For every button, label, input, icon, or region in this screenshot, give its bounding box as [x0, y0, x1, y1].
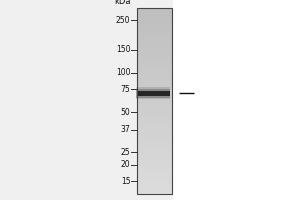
Bar: [136, 120, 172, 123]
Text: 25: 25: [121, 148, 130, 157]
Bar: [136, 92, 172, 95]
Text: kDa: kDa: [114, 0, 130, 6]
Bar: [136, 107, 172, 110]
Bar: [136, 138, 172, 141]
Bar: [136, 148, 172, 151]
Text: 150: 150: [116, 45, 130, 54]
Bar: [136, 175, 172, 179]
Bar: [136, 23, 172, 27]
Bar: [136, 79, 172, 82]
Text: 250: 250: [116, 16, 130, 25]
Bar: [136, 95, 172, 98]
Bar: [136, 67, 172, 70]
Bar: [136, 163, 172, 166]
Bar: [136, 89, 170, 98]
Bar: [136, 169, 172, 172]
Bar: [136, 20, 172, 23]
Bar: [136, 64, 172, 67]
Bar: [136, 89, 172, 92]
Bar: [136, 51, 172, 54]
Text: 75: 75: [121, 85, 130, 94]
Bar: [136, 91, 169, 96]
Bar: [136, 182, 172, 185]
Bar: [136, 166, 172, 169]
Bar: [136, 61, 172, 64]
Text: 37: 37: [121, 125, 130, 134]
Bar: [136, 11, 172, 14]
Bar: [136, 132, 172, 135]
Bar: [136, 185, 172, 188]
Bar: [136, 110, 172, 113]
Bar: [136, 87, 170, 99]
Bar: [136, 129, 172, 132]
Bar: [136, 116, 172, 120]
Bar: [136, 8, 172, 194]
Bar: [136, 48, 172, 51]
Bar: [136, 144, 172, 148]
Bar: [136, 17, 172, 20]
Bar: [136, 104, 172, 107]
Bar: [136, 14, 172, 17]
Bar: [136, 39, 172, 42]
Bar: [172, 0, 300, 200]
Bar: [136, 42, 172, 45]
Bar: [136, 45, 172, 48]
Bar: [136, 76, 172, 79]
Bar: [136, 73, 172, 76]
Text: 15: 15: [121, 177, 130, 186]
Text: 50: 50: [121, 108, 130, 117]
Bar: [136, 36, 172, 39]
Bar: [136, 172, 172, 175]
Bar: [136, 8, 172, 11]
Text: 100: 100: [116, 68, 130, 77]
Bar: [136, 191, 172, 194]
Bar: [136, 151, 172, 154]
Bar: [136, 126, 172, 129]
Bar: [136, 160, 172, 163]
Bar: [136, 157, 172, 160]
Bar: [136, 70, 172, 73]
Bar: [136, 98, 172, 101]
Text: 20: 20: [121, 160, 130, 169]
Bar: [136, 58, 172, 61]
Bar: [136, 188, 172, 191]
Bar: [136, 154, 172, 157]
Bar: [136, 30, 172, 33]
Bar: [136, 101, 172, 104]
Bar: [136, 123, 172, 126]
Bar: [136, 54, 172, 58]
Bar: [136, 86, 172, 89]
Bar: [0, 0, 136, 200]
Bar: [136, 113, 172, 116]
Bar: [136, 141, 172, 144]
Bar: [136, 82, 172, 86]
Bar: [136, 27, 172, 30]
Bar: [136, 33, 172, 36]
Bar: [136, 135, 172, 138]
Bar: [136, 179, 172, 182]
